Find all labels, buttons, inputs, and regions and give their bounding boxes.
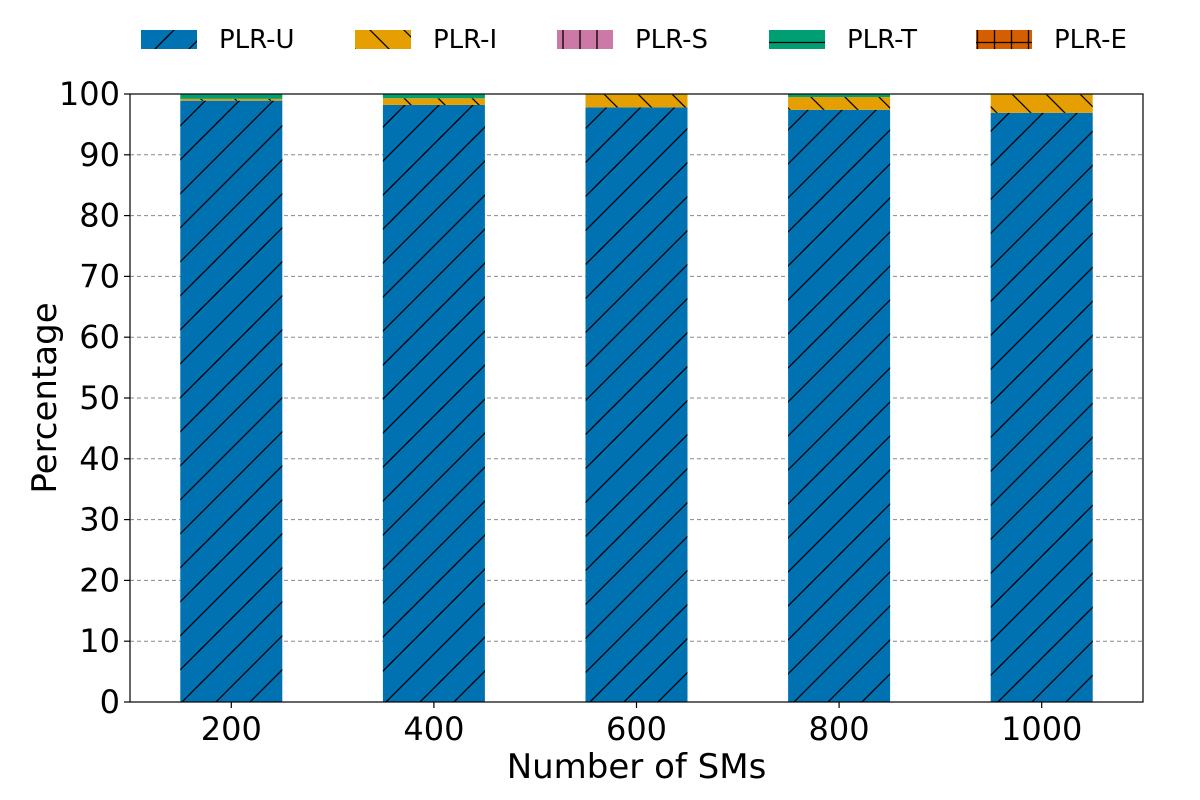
bar-hatch-plr-u-400	[382, 104, 485, 703]
bar-hatch-plr-i-200	[180, 98, 283, 101]
y-tick-label-80: 80	[79, 197, 120, 235]
y-tick-label-10: 10	[79, 622, 120, 660]
legend-item-plr-e: PLR-E	[976, 25, 1127, 55]
legend-swatch-hatch-plr-e	[976, 30, 1032, 49]
legend-label-plr-u: PLR-U	[219, 25, 295, 55]
bar-hatch-plr-t-400	[382, 94, 485, 99]
legend-label-plr-i: PLR-I	[433, 25, 497, 55]
y-tick-label-40: 40	[79, 440, 120, 478]
y-tick-label-30: 30	[79, 501, 120, 539]
bar-plr-u-1000	[990, 112, 1093, 702]
bar-plr-t-200	[180, 94, 283, 99]
legend-label-plr-s: PLR-S	[635, 25, 708, 55]
legend-label-plr-e: PLR-E	[1054, 25, 1127, 55]
x-axis-label: Number of SMs	[507, 747, 767, 787]
bar-hatch-plr-i-400	[382, 98, 485, 105]
bar-hatch-plr-i-1000	[990, 94, 1093, 113]
x-tick-label-200: 200	[201, 710, 262, 748]
legend-label-plr-t: PLR-T	[847, 25, 917, 55]
legend-swatch-hatch-plr-u	[141, 30, 197, 49]
bars	[180, 94, 1093, 703]
axis-ticks: 0 10 20 30 40 50 60 70 80 90 100 200 400 600 800 1000	[59, 75, 1082, 748]
x-tick-label-1000: 1000	[1001, 710, 1082, 748]
legend-item-plr-u: PLR-U	[141, 25, 295, 55]
y-axis-label: Percentage	[25, 302, 65, 493]
bar-hatch-plr-u-200	[180, 100, 283, 703]
bar-plr-i-1000	[990, 94, 1093, 113]
bar-hatch-plr-i-600	[585, 94, 688, 108]
bar-hatch-plr-u-600	[585, 107, 688, 703]
y-tick-label-90: 90	[79, 136, 120, 174]
bar-plr-i-600	[585, 94, 688, 108]
bar-plr-u-200	[180, 100, 283, 703]
x-tick-label-400: 400	[403, 710, 464, 748]
y-tick-label-50: 50	[79, 379, 120, 417]
bar-hatch-plr-t-800	[788, 94, 891, 98]
bar-plr-u-400	[382, 104, 485, 703]
bar-plr-u-600	[585, 107, 688, 703]
y-tick-label-60: 60	[79, 318, 120, 356]
y-tick-label-100: 100	[59, 75, 120, 113]
bar-plr-i-400	[382, 98, 485, 105]
legend: PLR-U PLR-I PLR-S PLR-T PLR-E	[141, 25, 1127, 55]
bar-hatch-plr-i-800	[788, 97, 891, 110]
bar-plr-i-200	[180, 98, 283, 101]
y-tick-label-0: 0	[100, 683, 120, 721]
y-tick-label-70: 70	[79, 257, 120, 295]
legend-swatch-hatch-plr-i	[355, 30, 411, 49]
bar-hatch-plr-u-800	[788, 109, 891, 703]
legend-item-plr-i: PLR-I	[355, 25, 497, 55]
legend-item-plr-t: PLR-T	[769, 25, 917, 55]
bar-plr-i-800	[788, 97, 891, 110]
bar-plr-t-400	[382, 94, 485, 99]
y-tick-label-20: 20	[79, 561, 120, 599]
legend-item-plr-s: PLR-S	[557, 25, 708, 55]
x-tick-label-800: 800	[809, 710, 870, 748]
bar-plr-u-800	[788, 109, 891, 703]
legend-swatch-hatch-plr-t	[769, 30, 825, 49]
bar-hatch-plr-u-1000	[990, 112, 1093, 702]
legend-swatch-hatch-plr-s	[557, 30, 613, 49]
bar-plr-t-800	[788, 94, 891, 98]
x-tick-label-600: 600	[606, 710, 667, 748]
bar-hatch-plr-t-200	[180, 94, 283, 99]
